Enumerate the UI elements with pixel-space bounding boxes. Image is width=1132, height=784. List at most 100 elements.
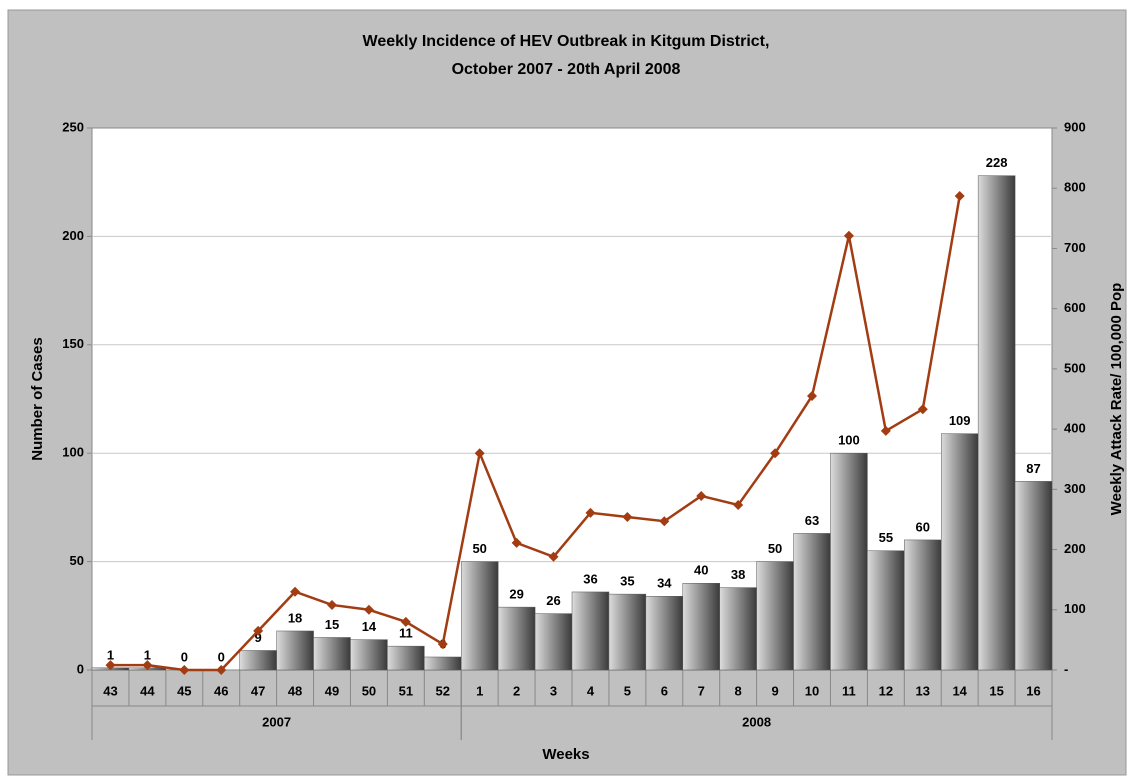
y2-tick-label: 200 bbox=[1064, 541, 1086, 556]
data-label: 50 bbox=[768, 541, 782, 556]
line-marker bbox=[807, 390, 817, 401]
bar bbox=[904, 539, 942, 671]
x-tick-label: 11 bbox=[842, 683, 856, 698]
data-label: 228 bbox=[986, 155, 1008, 170]
x-tick-label: 52 bbox=[436, 683, 450, 698]
line-marker bbox=[917, 404, 928, 415]
group-label: 2007 bbox=[262, 714, 291, 729]
data-label: 50 bbox=[472, 541, 486, 556]
bar bbox=[239, 650, 277, 671]
data-label: 100 bbox=[838, 433, 860, 448]
x-tick-label: 1 bbox=[476, 683, 483, 698]
data-label: 34 bbox=[657, 576, 672, 591]
data-label: 29 bbox=[509, 587, 523, 602]
bar bbox=[1014, 481, 1053, 671]
x-tick-label: 16 bbox=[1026, 683, 1040, 698]
data-label: 109 bbox=[949, 413, 971, 428]
bar bbox=[497, 606, 536, 671]
line-marker bbox=[216, 665, 227, 675]
data-label: 60 bbox=[916, 519, 930, 534]
y2-tick-label: - bbox=[1064, 661, 1068, 676]
line-marker bbox=[622, 512, 633, 523]
bar bbox=[719, 587, 757, 671]
line bbox=[110, 195, 961, 672]
y-axis-label: Number of Cases bbox=[29, 337, 46, 460]
x-tick-label: 13 bbox=[916, 683, 930, 698]
bar bbox=[313, 637, 351, 671]
data-label: 15 bbox=[325, 617, 339, 632]
x-tick-label: 5 bbox=[624, 683, 631, 698]
y2-tick-label: 800 bbox=[1064, 180, 1086, 195]
bar bbox=[387, 645, 425, 671]
y2-axis-label: Weekly Attack Rate/ 100,000 Pop bbox=[1108, 283, 1125, 516]
bar bbox=[460, 561, 499, 671]
y2-tick-label: 900 bbox=[1064, 119, 1086, 134]
data-label: 18 bbox=[288, 610, 302, 625]
line-marker bbox=[585, 507, 596, 518]
x-tick-label: 43 bbox=[103, 683, 117, 698]
y2-tick-label: 100 bbox=[1064, 601, 1086, 616]
chart-title: Weekly Incidence of HEV Outbreak in Kitg… bbox=[363, 33, 770, 50]
y-tick-label: 100 bbox=[62, 445, 84, 460]
y-tick-label: 250 bbox=[62, 119, 84, 134]
data-label: 63 bbox=[805, 513, 819, 528]
x-tick-label: 6 bbox=[661, 683, 668, 698]
x-tick-label: 48 bbox=[288, 683, 302, 698]
line-marker bbox=[659, 516, 670, 527]
x-tick-label: 7 bbox=[698, 683, 705, 698]
bar bbox=[756, 561, 794, 671]
line-marker bbox=[290, 586, 301, 597]
x-tick-label: 50 bbox=[362, 683, 376, 698]
line-marker bbox=[474, 448, 485, 459]
chart-title: October 2007 - 20th April 2008 bbox=[452, 61, 681, 78]
line-marker bbox=[843, 230, 854, 241]
line-marker bbox=[105, 660, 116, 671]
line-marker bbox=[253, 625, 264, 636]
line-marker bbox=[511, 537, 522, 548]
bar bbox=[977, 175, 1016, 671]
x-tick-label: 4 bbox=[587, 683, 595, 698]
data-label: 14 bbox=[362, 619, 377, 634]
y2-tick-label: 700 bbox=[1064, 240, 1086, 255]
x-tick-label: 2 bbox=[513, 683, 520, 698]
bar bbox=[534, 613, 573, 671]
bar bbox=[940, 433, 979, 671]
data-label: 11 bbox=[399, 626, 413, 641]
x-tick-label: 51 bbox=[399, 683, 413, 698]
y2-tick-label: 600 bbox=[1064, 300, 1086, 315]
data-label: 55 bbox=[879, 530, 893, 545]
line-marker bbox=[363, 604, 374, 615]
bar bbox=[608, 593, 647, 671]
line-marker bbox=[400, 616, 411, 627]
x-tick-label: 3 bbox=[550, 683, 557, 698]
data-label: 0 bbox=[218, 649, 225, 664]
bar bbox=[571, 591, 610, 671]
line-marker bbox=[954, 191, 965, 202]
x-tick-label: 47 bbox=[251, 683, 265, 698]
x-tick-label: 49 bbox=[325, 683, 339, 698]
bar bbox=[830, 452, 868, 671]
y2-tick-label: 500 bbox=[1064, 360, 1086, 375]
y-tick-label: 0 bbox=[77, 661, 84, 676]
data-label: 26 bbox=[546, 593, 560, 608]
y2-tick-label: 400 bbox=[1064, 421, 1086, 436]
x-tick-label: 14 bbox=[952, 683, 967, 698]
y-tick-label: 50 bbox=[70, 553, 84, 568]
bar bbox=[793, 533, 831, 671]
y2-tick-label: 300 bbox=[1064, 481, 1086, 496]
group-label: 2008 bbox=[742, 714, 771, 729]
x-tick-label: 9 bbox=[771, 683, 778, 698]
x-tick-label: 44 bbox=[140, 683, 155, 698]
data-label: 35 bbox=[620, 574, 634, 589]
data-label: 38 bbox=[731, 567, 745, 582]
x-tick-label: 46 bbox=[214, 683, 228, 698]
bar bbox=[424, 656, 462, 671]
bar bbox=[350, 639, 388, 671]
y-tick-label: 150 bbox=[62, 336, 84, 351]
line-marker bbox=[179, 665, 190, 675]
line-marker bbox=[880, 425, 891, 436]
data-label: 87 bbox=[1026, 461, 1040, 476]
line-marker bbox=[142, 660, 153, 671]
x-tick-label: 15 bbox=[989, 683, 1003, 698]
